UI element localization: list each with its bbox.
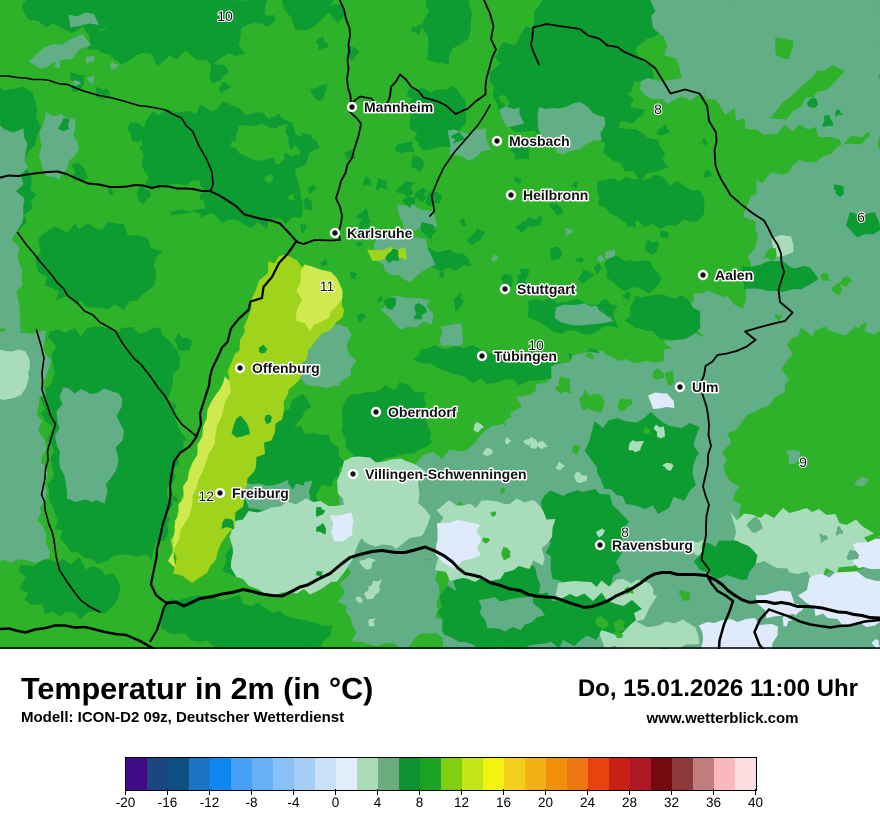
svg-text:Oberndorf: Oberndorf: [388, 404, 457, 420]
svg-text:Offenburg: Offenburg: [252, 360, 320, 376]
svg-text:10: 10: [528, 337, 544, 353]
svg-text:Mannheim: Mannheim: [364, 99, 433, 115]
svg-text:Ulm: Ulm: [692, 379, 718, 395]
svg-text:12: 12: [198, 488, 214, 504]
svg-text:Tübingen: Tübingen: [494, 348, 557, 364]
svg-text:Aalen: Aalen: [715, 267, 753, 283]
svg-text:Stuttgart: Stuttgart: [517, 281, 576, 297]
svg-text:8: 8: [654, 101, 662, 117]
svg-text:8: 8: [621, 524, 629, 540]
svg-text:11: 11: [320, 278, 335, 294]
svg-text:Villingen-Schwenningen: Villingen-Schwenningen: [365, 466, 527, 482]
svg-text:Mosbach: Mosbach: [509, 133, 570, 149]
svg-text:Karlsruhe: Karlsruhe: [347, 225, 413, 241]
svg-text:9: 9: [799, 454, 807, 470]
svg-text:6: 6: [857, 209, 865, 225]
svg-text:Freiburg: Freiburg: [232, 485, 289, 501]
svg-text:Ravensburg: Ravensburg: [612, 537, 693, 553]
svg-text:10: 10: [217, 8, 233, 24]
svg-text:Heilbronn: Heilbronn: [523, 187, 588, 203]
